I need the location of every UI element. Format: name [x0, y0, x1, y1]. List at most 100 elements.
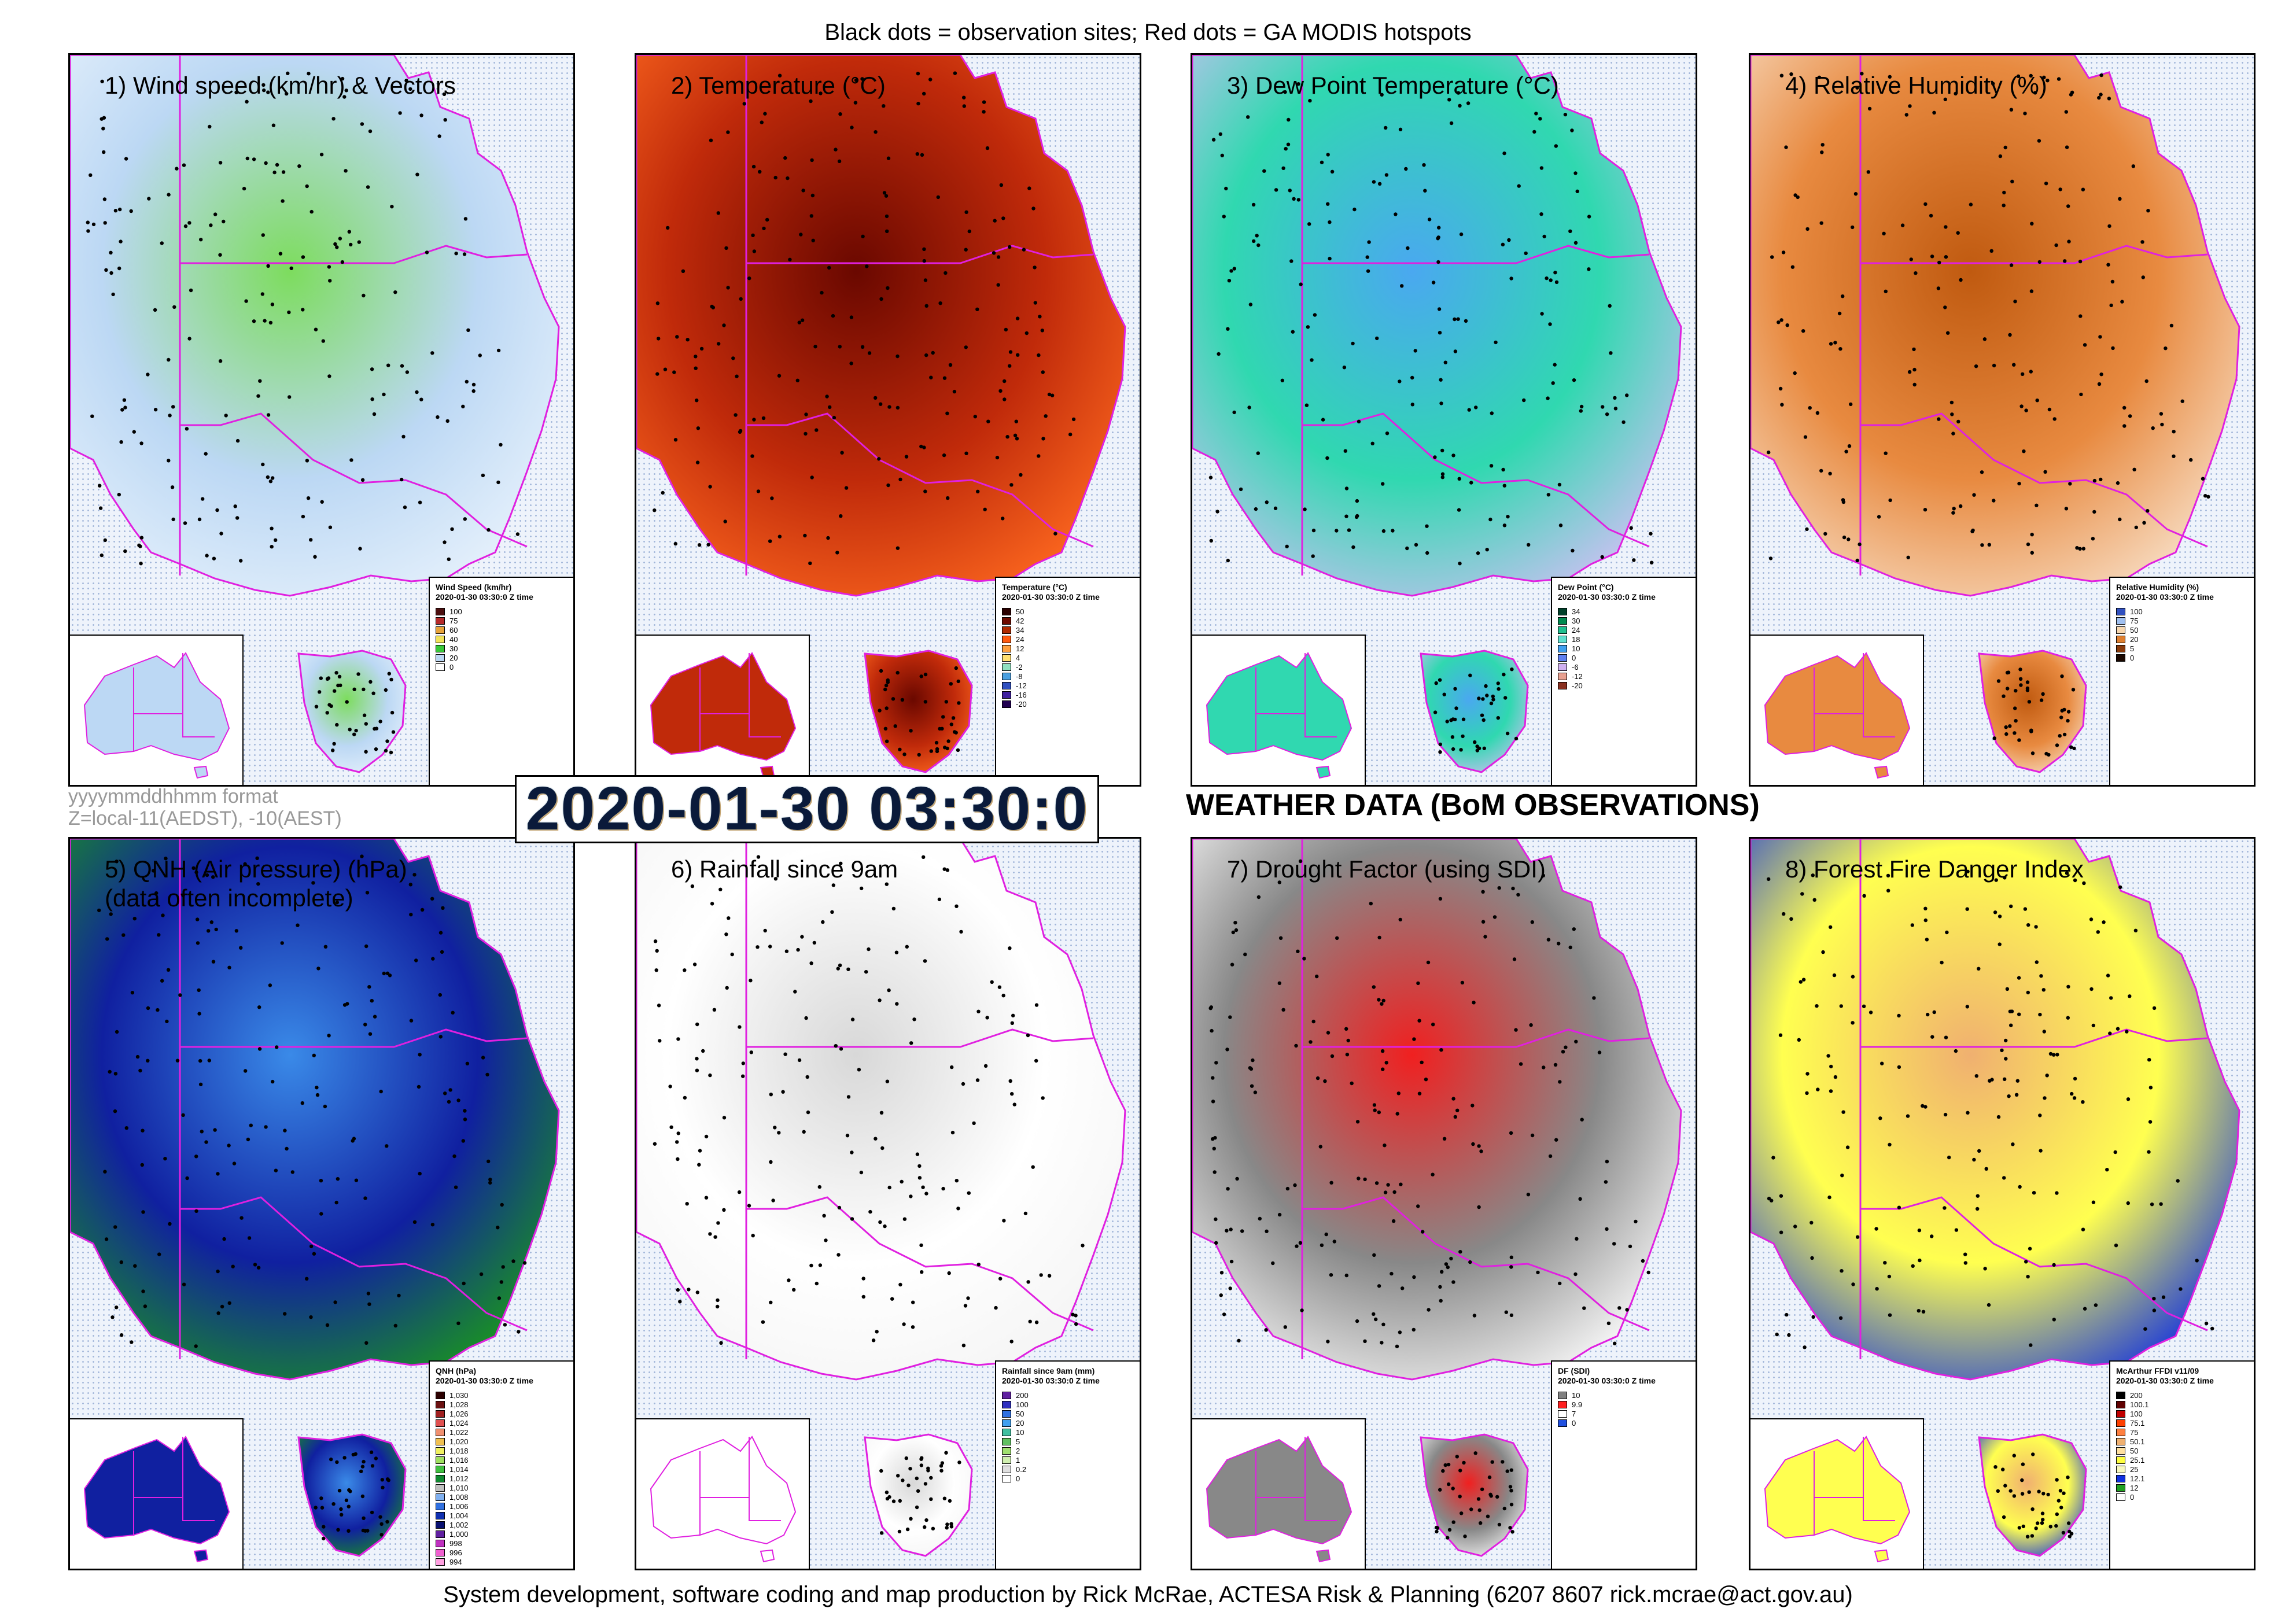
- site-dot: [347, 1488, 351, 1492]
- legend-value: 1,026: [449, 1409, 469, 1418]
- site-dot: [255, 856, 259, 860]
- site-dot: [972, 1121, 976, 1126]
- site-dot: [296, 923, 300, 927]
- site-dot: [963, 1304, 968, 1308]
- site-dot: [1888, 1142, 1892, 1147]
- site-dot: [1851, 975, 1855, 979]
- legend-entry: 0: [1558, 1418, 1691, 1427]
- site-dot: [1304, 403, 1309, 407]
- site-dot: [1451, 747, 1455, 751]
- site-dot: [430, 897, 434, 901]
- site-dot: [1829, 925, 1833, 929]
- legend-value: 1,000: [449, 1529, 469, 1539]
- legend-value: 75: [2130, 1427, 2139, 1437]
- panel-title-line1: 8) Forest Fire Danger Index: [1785, 855, 2084, 883]
- site-dot: [731, 356, 735, 360]
- legend-swatch: [1002, 1456, 1011, 1464]
- site-dot: [1326, 1340, 1330, 1344]
- site-dot: [354, 728, 358, 733]
- site-dot: [1481, 890, 1485, 894]
- site-dot: [2067, 239, 2071, 244]
- site-dot: [321, 339, 325, 343]
- site-dot: [922, 259, 926, 263]
- legend-value: 25: [2130, 1465, 2139, 1474]
- site-dot: [1829, 1089, 1833, 1093]
- site-dot: [1625, 393, 1629, 397]
- site-dot: [281, 170, 286, 174]
- site-dot: [99, 553, 104, 558]
- site-dot: [1434, 681, 1438, 685]
- site-dot: [245, 156, 249, 161]
- site-dot: [1485, 694, 1489, 698]
- site-dot: [331, 1502, 336, 1506]
- site-dot: [885, 1496, 890, 1501]
- site-dot: [1309, 1040, 1313, 1044]
- site-dot: [340, 260, 345, 264]
- site-dot: [409, 913, 413, 917]
- site-dot: [1996, 1115, 2001, 1119]
- site-dot: [883, 687, 887, 692]
- site-dot: [713, 1235, 717, 1239]
- site-dot: [1003, 397, 1007, 401]
- legend-value: 34: [1572, 607, 1580, 616]
- site-dot: [1779, 1230, 1783, 1234]
- site-dot: [1398, 127, 1403, 131]
- site-dot: [2206, 495, 2210, 499]
- site-dot: [2105, 1168, 2109, 1172]
- site-dot: [335, 1460, 339, 1465]
- site-dot: [283, 1128, 287, 1133]
- header-note: Black dots = observation sites; Red dots…: [824, 20, 1472, 45]
- site-dot: [1540, 312, 1544, 316]
- site-dot: [2066, 710, 2071, 714]
- site-dot: [887, 1185, 891, 1190]
- site-dot: [864, 970, 868, 974]
- site-dot: [1274, 188, 1278, 192]
- site-dot: [1912, 382, 1917, 387]
- site-dot: [2180, 399, 2184, 403]
- site-dot: [171, 405, 175, 409]
- site-dot: [1229, 1227, 1233, 1231]
- legend-swatch: [1558, 1400, 1567, 1408]
- inset-tasmania: [1315, 1549, 1331, 1563]
- site-dot: [1959, 504, 1963, 508]
- site-dot: [1789, 72, 1793, 76]
- site-dot: [2055, 1478, 2059, 1482]
- site-dot: [975, 307, 979, 311]
- site-dot: [673, 438, 678, 442]
- site-dot: [309, 1244, 314, 1249]
- site-dot: [1966, 1111, 1970, 1115]
- site-dot: [1993, 910, 1998, 914]
- site-dot: [1789, 917, 1793, 921]
- legend-entry: 1,024: [436, 1418, 569, 1427]
- site-dot: [333, 1300, 337, 1304]
- site-dot: [2122, 405, 2127, 410]
- site-dot: [1972, 493, 1976, 497]
- site-dot: [175, 1058, 180, 1063]
- site-dot: [1604, 1180, 1608, 1184]
- site-dot: [1503, 696, 1508, 700]
- site-dot: [213, 212, 218, 216]
- site-dot: [760, 120, 764, 124]
- site-dot: [362, 687, 366, 692]
- site-dot: [362, 1516, 366, 1520]
- site-dot: [222, 1237, 226, 1241]
- site-dot: [104, 268, 108, 272]
- site-dot: [1373, 1108, 1377, 1112]
- site-dot: [1977, 1149, 1981, 1153]
- site-dot: [1028, 1319, 1032, 1323]
- site-dot: [336, 1528, 340, 1532]
- site-dot: [655, 372, 659, 376]
- site-dot: [1548, 1154, 1553, 1159]
- site-dot: [1380, 93, 1384, 97]
- site-dot: [270, 303, 275, 307]
- site-dot: [2128, 994, 2132, 998]
- site-dot: [337, 1489, 342, 1493]
- site-dot: [2081, 547, 2085, 551]
- site-dot: [939, 1464, 944, 1468]
- site-dot: [922, 855, 926, 859]
- site-dot: [2063, 259, 2067, 263]
- legend-swatch: [436, 617, 445, 625]
- site-dot: [1480, 1487, 1484, 1492]
- site-dot: [211, 960, 216, 964]
- site-dot: [1211, 1137, 1215, 1141]
